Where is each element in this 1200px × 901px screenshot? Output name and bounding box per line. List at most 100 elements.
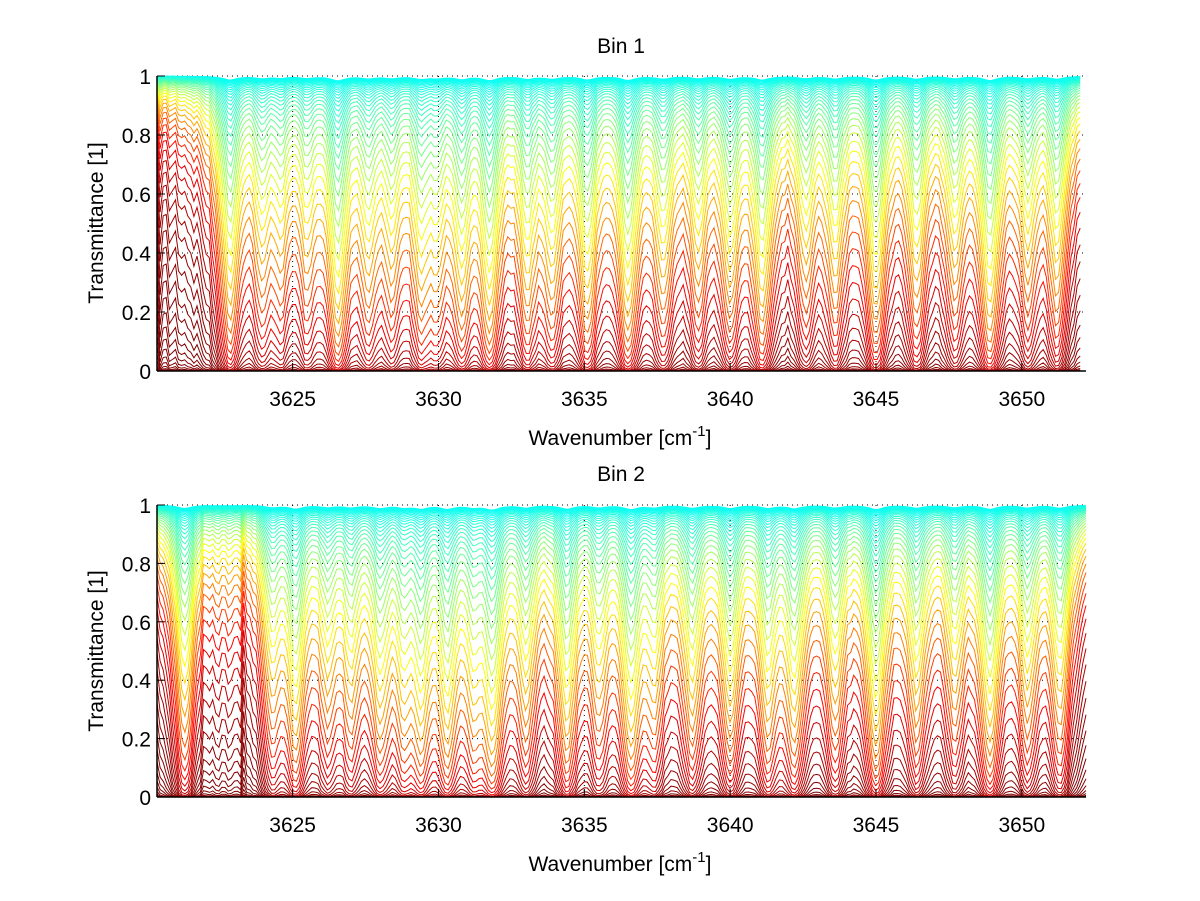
series-line (156, 76, 1081, 107)
x-tick-label: 3635 (561, 388, 608, 411)
series-line (156, 652, 1087, 798)
series-line (156, 637, 1087, 798)
x-tick-label: 3625 (269, 388, 316, 411)
grid (157, 504, 1086, 797)
series-line (156, 78, 1081, 140)
series-line (156, 520, 1087, 645)
series-line (156, 510, 1087, 571)
x-axis-label-superscript: -1 (692, 849, 705, 866)
series-line (156, 94, 1081, 311)
series-line (156, 512, 1087, 581)
series-line (156, 110, 1081, 357)
series-line (156, 668, 1087, 798)
x-axis-label-main: Wavenumber [cm (529, 427, 693, 450)
series-line (156, 92, 1081, 295)
x-axis-label: Wavenumber [cm-1] (529, 423, 712, 450)
series-line (156, 146, 1081, 372)
series-line (156, 129, 1081, 369)
series-line (156, 76, 1081, 100)
series-line (156, 82, 1081, 197)
x-tick-label: 3630 (415, 814, 462, 837)
series-line (156, 81, 1081, 184)
series-line (156, 97, 1081, 325)
series-line (156, 76, 1081, 89)
series-line (156, 518, 1087, 630)
x-tick-label: 3645 (853, 814, 900, 837)
y-ticks: 0 0.2 0.4 0.6 0.8 1 (122, 495, 165, 810)
series-line (156, 77, 1081, 118)
series-line (156, 508, 1087, 549)
y-axis-label: Transmittance [1] (85, 142, 108, 303)
x-axis-label-end: ] (706, 853, 712, 876)
series-line (156, 89, 1081, 279)
series-line (156, 585, 1087, 790)
grid (157, 75, 1086, 371)
chart-title: Bin 2 (597, 463, 645, 486)
series-line (156, 76, 1081, 103)
series-line (156, 557, 1087, 768)
series-line (156, 78, 1081, 131)
series-line (156, 77, 1081, 112)
y-ticks: 0 0.2 0.4 0.6 0.8 1 (122, 66, 165, 384)
series-line (156, 85, 1081, 245)
series-line (156, 534, 1087, 711)
series-line (156, 508, 1087, 543)
series-line (156, 505, 1087, 521)
series-line (156, 608, 1087, 796)
axes-bin-1: Bin 1 0 0.2 0.4 0.6 0.8 1 3625 3630 3635 3640 364… (85, 35, 1086, 450)
series-line (156, 79, 1081, 159)
series-line (156, 550, 1087, 756)
series-line (156, 87, 1081, 262)
y-axis-label: Transmittance [1] (85, 570, 108, 731)
x-tick-label: 3645 (853, 388, 900, 411)
series-line (156, 167, 1081, 372)
series-line (156, 510, 1087, 563)
series-line (156, 685, 1087, 798)
axes-frame (156, 505, 1086, 798)
series-line (156, 523, 1087, 661)
series-line (156, 507, 1087, 533)
x-tick-label: 3640 (707, 814, 754, 837)
series-line (156, 76, 1081, 87)
x-ticks: 3625 3630 3635 3640 3645 3650 (269, 789, 1045, 837)
series-line (156, 76, 1081, 96)
series-line (156, 530, 1087, 695)
series-line (156, 77, 1081, 124)
series-line (156, 83, 1081, 212)
series-line (156, 507, 1087, 538)
y-tick-label: 0 (139, 787, 151, 810)
series-line (156, 516, 1087, 616)
series-line (156, 622, 1087, 797)
chart-title: Bin 1 (597, 35, 645, 58)
series-line (156, 193, 1081, 372)
series-line (156, 505, 1087, 519)
series-line (156, 79, 1081, 149)
x-tick-label: 3635 (561, 814, 608, 837)
x-tick-label: 3630 (415, 388, 462, 411)
x-ticks: 3625 3630 3635 3640 3645 3650 (269, 363, 1045, 411)
y-tick-label: 0.4 (122, 670, 152, 693)
series-line (156, 539, 1087, 727)
series-line (156, 156, 1081, 372)
series-line (156, 526, 1087, 678)
y-tick-label: 0.4 (122, 243, 152, 266)
x-tick-label: 3625 (269, 814, 316, 837)
y-tick-label: 0.6 (122, 612, 151, 635)
axes-frame (156, 76, 1086, 372)
series-line (156, 105, 1081, 348)
y-tick-label: 1 (139, 66, 151, 89)
series-group (156, 504, 1087, 798)
series-line (156, 506, 1087, 523)
y-tick-label: 0.2 (122, 302, 151, 325)
series-line (156, 513, 1087, 591)
x-tick-label: 3640 (707, 388, 754, 411)
series-line (156, 76, 1081, 94)
series-line (156, 506, 1087, 526)
series-line (156, 115, 1081, 363)
y-tick-label: 0.8 (122, 125, 151, 148)
series-line (156, 84, 1081, 228)
y-tick-label: 0 (139, 361, 151, 384)
y-tick-label: 0.2 (122, 729, 151, 752)
series-line (156, 101, 1081, 338)
